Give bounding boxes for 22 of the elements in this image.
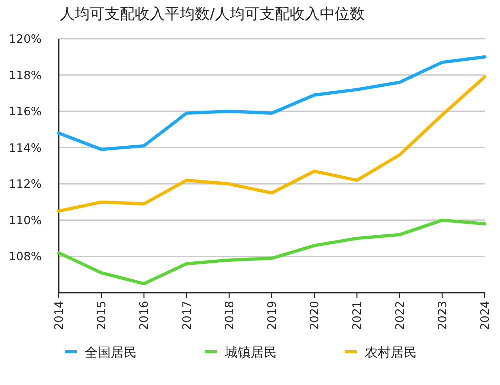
xtick: 2017 bbox=[180, 301, 194, 330]
ytick: 112% bbox=[9, 177, 42, 192]
xtick: 2024 bbox=[478, 301, 492, 330]
xtick: 2022 bbox=[392, 301, 407, 330]
ytick: 114% bbox=[9, 140, 42, 155]
xtick: 2023 bbox=[435, 301, 450, 330]
legend-label: 农村居民 bbox=[365, 346, 417, 361]
title: 人均可支配收入平均数/人均可支配收入中位数 bbox=[60, 5, 366, 23]
ytick: 118% bbox=[9, 68, 42, 82]
ytick: 120% bbox=[9, 32, 42, 46]
xtick: 2018 bbox=[222, 301, 236, 330]
ytick: 116% bbox=[9, 104, 42, 119]
ytick: 108% bbox=[9, 250, 42, 264]
xtick: 2014 bbox=[52, 301, 66, 330]
xtick: 2016 bbox=[137, 301, 152, 330]
xtick: 2015 bbox=[94, 301, 109, 330]
xtick: 2020 bbox=[308, 301, 322, 330]
xtick: 2019 bbox=[265, 301, 279, 330]
legend-label: 全国居民 bbox=[85, 346, 137, 361]
legend-label: 城镇居民 bbox=[224, 346, 277, 361]
ytick: 110% bbox=[9, 213, 42, 228]
xtick: 2021 bbox=[350, 301, 364, 330]
